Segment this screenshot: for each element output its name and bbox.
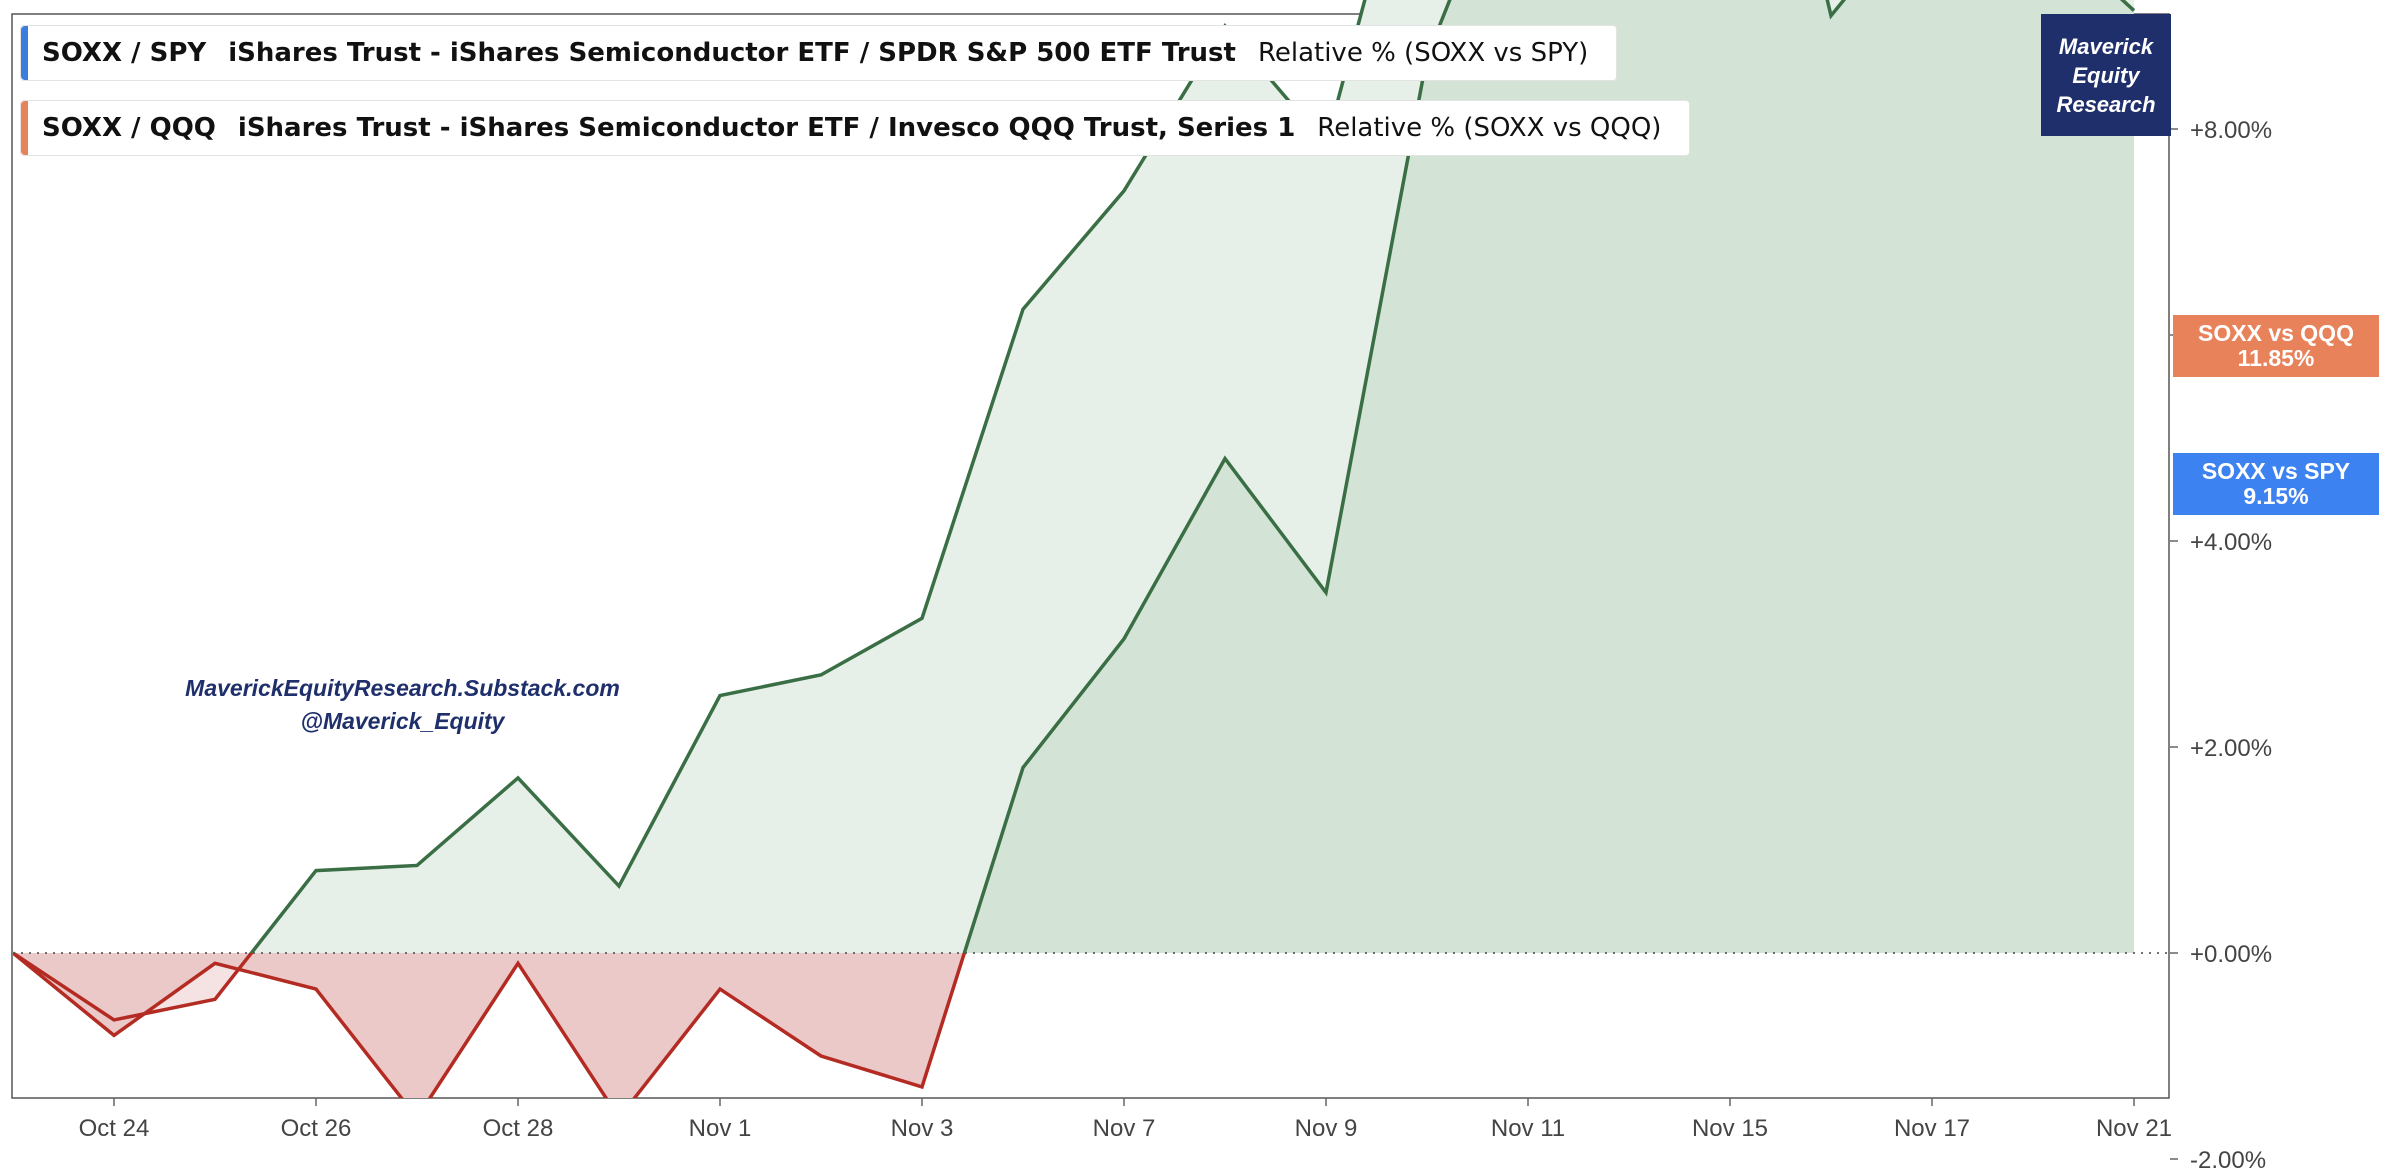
y-tick-label: +0.00% [2190,941,2272,968]
legend-ticker: SOXX / QQQ [42,113,216,143]
badge-label: SOXX vs QQQ [2198,320,2354,346]
series-fills [13,0,2134,1098]
legend-ticker: SOXX / SPY [42,38,207,68]
x-tick-label: Nov 15 [1692,1115,1768,1142]
line-qqq-positive [13,0,1367,953]
legend-metric: Relative % (SOXX vs QQQ) [1317,113,1662,143]
brand-line: Research [2056,91,2156,117]
x-tick-label: Nov 7 [1093,1115,1156,1142]
y-tick-label: +4.00% [2190,529,2272,556]
watermark: MaverickEquityResearch.Substack.com @Mav… [140,672,665,738]
y-tick-label: +2.00% [2190,735,2272,762]
legend-item-soxx-qqq[interactable]: SOXX / QQQ iShares Trust - iShares Semic… [20,100,1691,156]
x-tick-label: Oct 28 [483,1115,554,1142]
legend-item-soxx-spy[interactable]: SOXX / SPY iShares Trust - iShares Semic… [20,25,1618,81]
x-tick-label: Oct 26 [281,1115,352,1142]
badge-value: 11.85% [2237,345,2315,371]
x-tick-label: Nov 21 [2096,1115,2172,1142]
x-tick-label: Oct 24 [79,1115,150,1142]
brand-line: Maverick [2058,33,2154,59]
last-value-badge-qqq: SOXX vs QQQ 11.85% [2173,315,2379,377]
x-tick-label: Nov 3 [891,1115,954,1142]
x-tick-label: Nov 11 [1491,1115,1565,1142]
y-tick-label: +8.00% [2190,117,2272,144]
x-tick-label: Nov 1 [689,1115,752,1142]
legend-name: iShares Trust - iShares Semiconductor ET… [237,113,1296,143]
line-spy-positive [13,0,2136,953]
legend-metric: Relative % (SOXX vs SPY) [1257,38,1589,68]
area-positive-spy [13,0,2134,953]
badge-label: SOXX vs SPY [2201,458,2351,484]
x-tick-label: Nov 17 [1894,1115,1970,1142]
legend-swatch-qqq [21,101,28,155]
watermark-url: MaverickEquityResearch.Substack.com [185,675,620,701]
badge-value: 9.15% [2243,483,2309,509]
last-value-badge-spy: SOXX vs SPY 9.15% [2173,453,2379,515]
line-spy-negative [13,953,967,1098]
y-axis: +18.00%+16.00%+14.00%+10.00%+8.00%+6.00%… [2170,117,2272,1173]
legend-name: iShares Trust - iShares Semiconductor ET… [228,38,1236,68]
watermark-handle: @Maverick_Equity [300,708,505,734]
brand-line: Equity [2072,62,2140,88]
series-lines [13,0,2136,1098]
x-axis: Oct 24 Oct 26 Oct 28 Nov 1 Nov 3 Nov 7 Nov 9 No… [79,1098,2172,1142]
plot-frame [11,13,2170,1099]
legend-swatch-spy [21,26,28,80]
area-negative-spy [13,953,2134,1098]
y-tick-label: -2.00% [2190,1147,2266,1173]
brand-logo: Maverick Equity Research [2041,14,2171,136]
x-tick-label: Nov 9 [1295,1115,1358,1142]
